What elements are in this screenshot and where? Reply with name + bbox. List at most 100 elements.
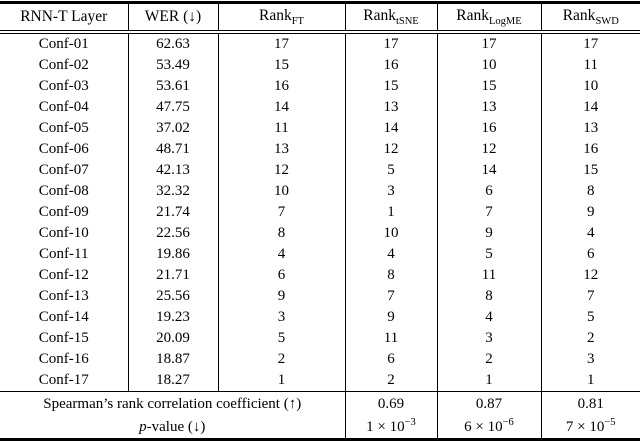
layer-cell: Conf-02 (0, 55, 129, 76)
table-row: Conf-08 32.32 10 3 6 8 (0, 181, 640, 202)
pvalue-label: p-value (↓) (0, 416, 346, 440)
layer-cell: Conf-12 (0, 265, 129, 286)
rank-tsne-cell: 4 (345, 244, 438, 265)
rank-ft-cell: 2 (218, 349, 346, 370)
table-row: Conf-04 47.75 14 13 13 14 (0, 97, 640, 118)
rank-ft-cell: 9 (218, 286, 346, 307)
wer-cell: 22.56 (128, 223, 219, 244)
wer-cell: 19.23 (128, 307, 219, 328)
layer-cell: Conf-09 (0, 202, 129, 223)
pvalue-swd-value: 7 × 10−5 (565, 417, 616, 435)
rank-logme-cell: 17 (437, 32, 542, 55)
rank-swd-cell: 14 (583, 99, 599, 115)
rank-swd-cell: 7 (587, 288, 595, 304)
rank-swd-cell: 13 (583, 120, 599, 136)
layer-cell: Conf-16 (0, 349, 129, 370)
wer-cell: 19.86 (128, 244, 219, 265)
wer-cell: 20.09 (128, 328, 219, 349)
col-header-rank-logme: RankLogME (437, 2, 542, 34)
table-row: Conf-07 42.13 12 5 14 15 (0, 160, 640, 181)
rank-swd-cell: 16 (583, 141, 599, 157)
spearman-tsne-value: 0.69 (345, 391, 438, 416)
pvalue-tsne-value: 1 × 10−3 (345, 416, 438, 440)
rank-logme-cell: 8 (437, 286, 542, 307)
col-header-layer-label: RNN-T Layer (20, 8, 108, 25)
table-row: Conf-03 53.61 16 15 15 10 (0, 76, 640, 97)
spearman-row: Spearman’s rank correlation coefficient … (0, 391, 640, 416)
rank-swd-cell: 9 (587, 204, 595, 220)
rank-ft-cell: 13 (218, 139, 346, 160)
rank-tsne-cell: 6 (345, 349, 438, 370)
rank-tsne-cell: 11 (345, 328, 438, 349)
rank-ft-cell: 11 (218, 118, 346, 139)
rank-tsne-cell: 10 (345, 223, 438, 244)
wer-cell: 18.27 (128, 370, 219, 392)
rank-swd-cell: 2 (587, 330, 595, 346)
wer-cell: 32.32 (128, 181, 219, 202)
wer-cell: 25.56 (128, 286, 219, 307)
layer-cell: Conf-03 (0, 76, 129, 97)
col-header-rank-swd: RankSWD (541, 2, 640, 34)
rank-ft-cell: 3 (218, 307, 346, 328)
rank-logme-cell: 11 (437, 265, 542, 286)
rank-tsne-cell: 1 (345, 202, 438, 223)
spearman-logme-value: 0.87 (437, 391, 542, 416)
rank-logme-cell: 13 (437, 97, 542, 118)
col-header-rank-ft: RankFT (218, 2, 346, 34)
rank-tsne-cell: 13 (345, 97, 438, 118)
rank-logme-cell: 3 (437, 328, 542, 349)
rank-ft-cell: 10 (218, 181, 346, 202)
rank-logme-cell: 14 (437, 160, 542, 181)
wer-cell: 47.75 (128, 97, 219, 118)
rank-tsne-cell: 15 (345, 76, 438, 97)
table-row: Conf-16 18.87 2 6 2 3 (0, 349, 640, 370)
col-header-rank-tsne: RanktSNE (345, 2, 438, 34)
rank-logme-cell: 9 (437, 223, 542, 244)
table-row: Conf-11 19.86 4 4 5 6 (0, 244, 640, 265)
table-row: Conf-09 21.74 7 1 7 9 (0, 202, 640, 223)
layer-cell: Conf-01 (0, 32, 129, 55)
table-row: Conf-15 20.09 5 11 3 2 (0, 328, 640, 349)
layer-cell: Conf-15 (0, 328, 129, 349)
rank-ft-cell: 12 (218, 160, 346, 181)
rank-tsne-cell: 2 (345, 370, 438, 392)
rank-logme-cell: 2 (437, 349, 542, 370)
rank-tsne-cell: 8 (345, 265, 438, 286)
layer-cell: Conf-17 (0, 370, 129, 392)
wer-cell: 18.87 (128, 349, 219, 370)
rank-logme-cell: 4 (437, 307, 542, 328)
layer-cell: Conf-10 (0, 223, 129, 244)
rank-logme-cell: 6 (437, 181, 542, 202)
wer-cell: 42.13 (128, 160, 219, 181)
layer-cell: Conf-04 (0, 97, 129, 118)
layer-cell: Conf-07 (0, 160, 129, 181)
subscript-logme: LogME (489, 15, 522, 27)
wer-cell: 37.02 (128, 118, 219, 139)
table-row: Conf-05 37.02 11 14 16 13 (0, 118, 640, 139)
layer-cell: Conf-05 (0, 118, 129, 139)
rank-swd-cell: 5 (587, 309, 595, 325)
rank-swd-cell: 8 (587, 183, 595, 199)
pvalue-row: p-value (↓) 1 × 10−3 6 × 10−6 7 × 10−5 (0, 416, 640, 440)
rank-tsne-cell: 17 (345, 32, 438, 55)
layer-cell: Conf-14 (0, 307, 129, 328)
rank-tsne-cell: 16 (345, 55, 438, 76)
table-row: Conf-14 19.23 3 9 4 5 (0, 307, 640, 328)
layer-cell: Conf-06 (0, 139, 129, 160)
wer-cell: 53.49 (128, 55, 219, 76)
rank-ft-cell: 8 (218, 223, 346, 244)
rank-swd-cell: 17 (583, 36, 599, 52)
rank-ft-cell: 4 (218, 244, 346, 265)
rank-logme-cell: 10 (437, 55, 542, 76)
rank-ft-cell: 1 (218, 370, 346, 392)
rank-ft-cell: 7 (218, 202, 346, 223)
rank-ft-cell: 14 (218, 97, 346, 118)
layer-cell: Conf-11 (0, 244, 129, 265)
wer-cell: 21.71 (128, 265, 219, 286)
rank-swd-cell: 6 (587, 246, 595, 262)
rank-tsne-cell: 12 (345, 139, 438, 160)
rank-logme-cell: 5 (437, 244, 542, 265)
rank-logme-cell: 12 (437, 139, 542, 160)
col-header-layer: RNN-T Layer (0, 2, 129, 34)
rank-ft-cell: 6 (218, 265, 346, 286)
